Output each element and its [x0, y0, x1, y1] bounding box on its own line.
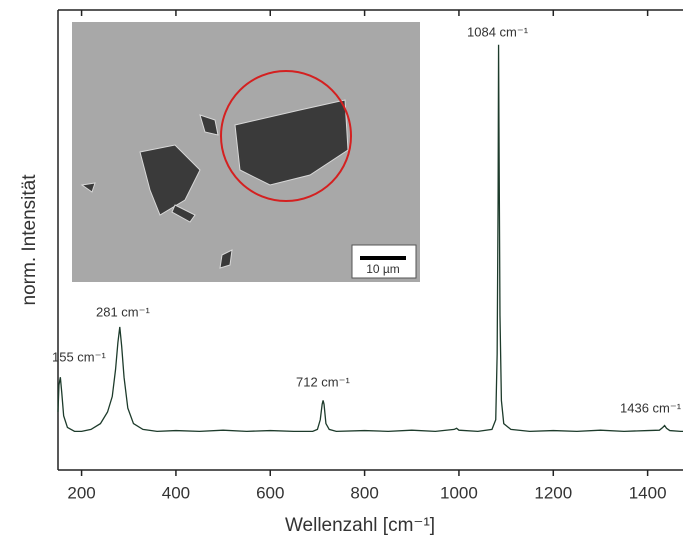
x-tick-label: 800	[350, 483, 378, 502]
peak-label: 712 cm⁻¹	[296, 374, 350, 389]
scale-bar-label: 10 µm	[366, 262, 400, 276]
x-axis-label: Wellenzahl [cm⁻¹]	[285, 515, 435, 536]
x-tick-label: 1000	[440, 483, 478, 502]
peak-label: 155 cm⁻¹	[52, 349, 106, 364]
selection-circle	[220, 70, 352, 202]
peak-label: 1436 cm⁻¹	[620, 400, 682, 415]
scale-bar-box	[351, 244, 417, 279]
x-tick-label: 1400	[629, 483, 667, 502]
crystals	[80, 99, 349, 269]
peak-label: 1084 cm⁻¹	[467, 24, 529, 39]
x-tick-label: 400	[162, 483, 190, 502]
peak-label: 281 cm⁻¹	[96, 304, 150, 319]
x-tick-label: 1200	[534, 483, 572, 502]
inset-image: 10 µm	[72, 22, 420, 282]
x-tick-label: 200	[67, 483, 95, 502]
spectrum-line	[57, 44, 683, 432]
y-axis-label: norm. Intensität	[19, 174, 40, 306]
x-tick-label: 600	[256, 483, 284, 502]
